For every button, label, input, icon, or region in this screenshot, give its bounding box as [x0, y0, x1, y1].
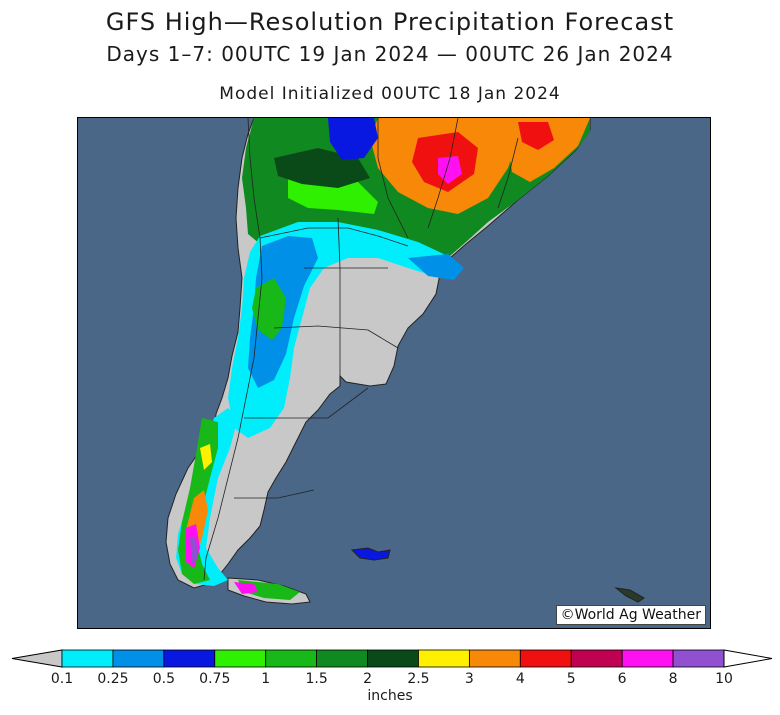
colorbar-below-arrow	[11, 649, 63, 668]
colorbar-tick-label: 4	[515, 671, 525, 687]
colorbar-cell	[367, 649, 419, 668]
precip-tdf-magenta	[234, 582, 258, 594]
colorbar-cell	[672, 649, 725, 668]
colorbar-tick-label: 1.5	[305, 671, 328, 687]
colorbar-cell	[214, 649, 267, 668]
colorbar-tick-label: 5	[566, 671, 576, 687]
falkland-islands	[350, 547, 391, 561]
colorbar-tick-label: 6	[617, 671, 627, 687]
colorbar-tick-label: 2.5	[407, 671, 430, 687]
colorbar-tick-label: 1	[261, 671, 271, 687]
colorbar-cell	[265, 649, 318, 668]
colorbar-tick-label: 0.25	[97, 671, 129, 687]
colorbar-tick-label: 8	[668, 671, 678, 687]
province-borders	[203, 118, 519, 581]
forecast-period: Days 1–7: 00UTC 19 Jan 2024 — 00UTC 26 J…	[106, 42, 674, 66]
precip-blue-west	[328, 118, 378, 160]
colorbar-cells	[11, 649, 773, 668]
colorbar-tick-label: 0.5	[152, 671, 175, 687]
precipitation-colorbar	[11, 649, 773, 668]
map-canvas	[78, 118, 710, 628]
map-title: GFS High—Resolution Precipitation Foreca…	[105, 8, 675, 36]
colorbar-cell	[621, 649, 674, 668]
colorbar-tick-label: 10	[715, 671, 733, 687]
colorbar-tick-label: 2	[363, 671, 372, 687]
precip-red-northeast	[518, 122, 554, 150]
colorbar-cell	[316, 649, 368, 668]
precip-yellow-south-chile	[200, 444, 212, 470]
copyright-credit: ©World Ag Weather	[555, 605, 706, 625]
colorbar-cell	[468, 649, 521, 668]
colorbar-cell	[570, 649, 623, 668]
south-georgia	[614, 587, 645, 603]
colorbar-units: inches	[367, 688, 413, 704]
colorbar-cell	[519, 649, 572, 668]
colorbar-cell	[418, 649, 470, 668]
precip-blue-east	[408, 254, 464, 280]
colorbar-cell	[112, 649, 165, 668]
precipitation-map: ©World Ag Weather	[77, 117, 711, 629]
colorbar-tick-label: 0.75	[199, 671, 231, 687]
colorbar-cell	[163, 649, 216, 668]
colorbar-tick-label: 0.1	[50, 671, 74, 687]
colorbar-tick-label: 3	[464, 671, 474, 687]
model-init-time: Model Initialized 00UTC 18 Jan 2024	[219, 84, 561, 104]
colorbar-above-arrow	[723, 649, 773, 668]
precip-purple-south-chile	[190, 538, 198, 564]
colorbar-cell	[61, 649, 114, 668]
